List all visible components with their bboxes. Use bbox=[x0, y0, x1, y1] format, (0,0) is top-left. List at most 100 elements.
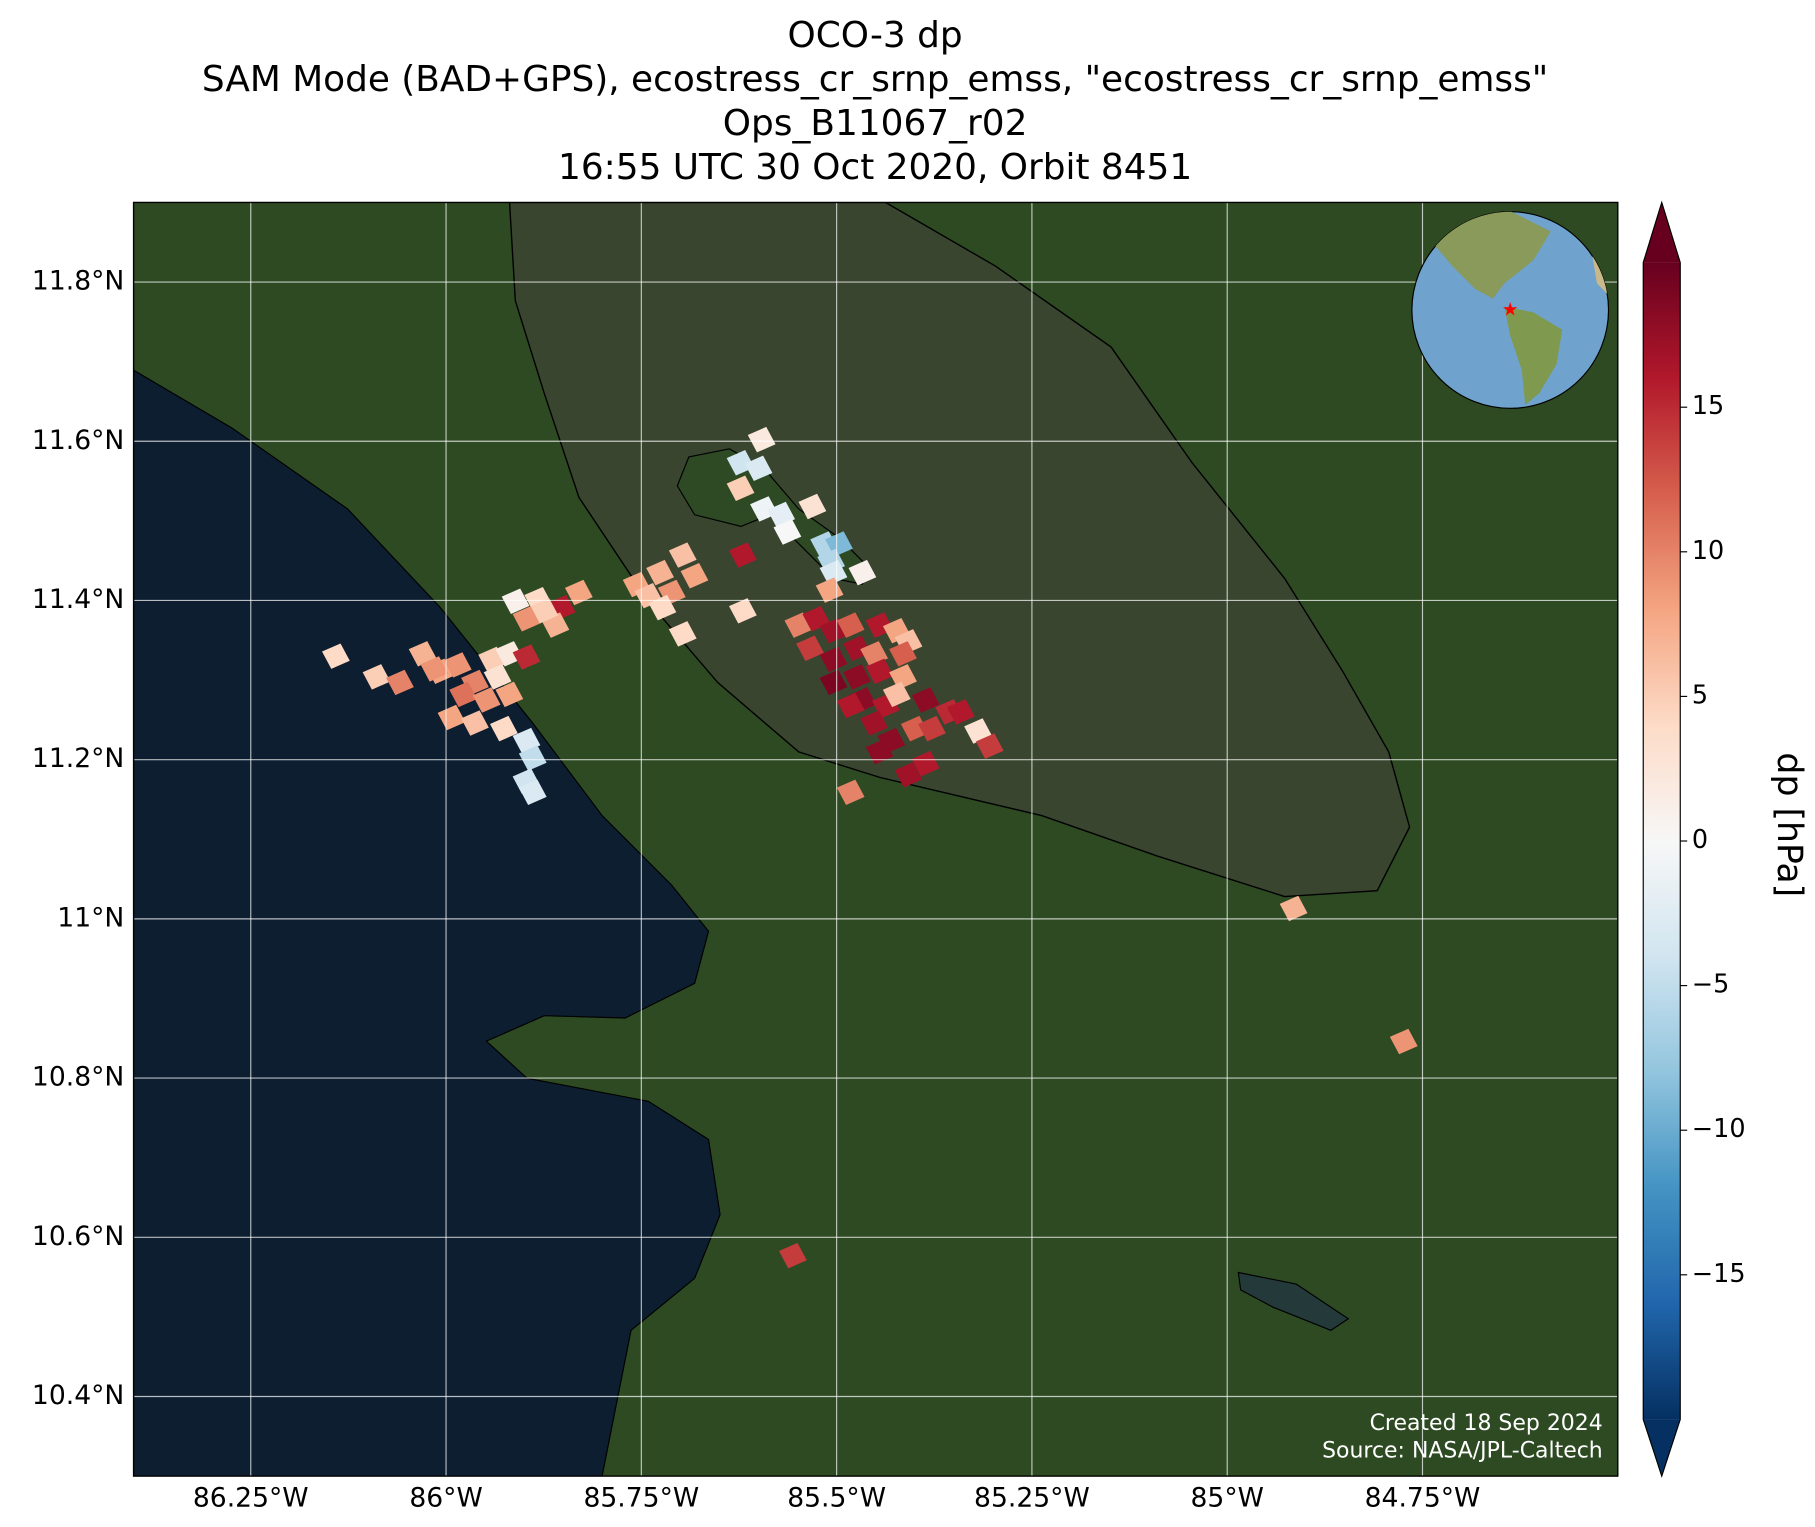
colorbar-tick-label: −5 bbox=[1692, 970, 1730, 1000]
colorbar-extend bbox=[1643, 1419, 1681, 1477]
colorbar-label: dp [hPa] bbox=[1769, 752, 1809, 897]
footprint bbox=[564, 579, 593, 606]
credit: Created 18 Sep 2024 bbox=[1370, 1411, 1603, 1436]
colorbar-tick-label: 10 bbox=[1692, 536, 1724, 566]
footprint bbox=[1389, 1028, 1418, 1055]
footprint bbox=[865, 658, 894, 685]
plot-frame bbox=[132, 201, 1619, 1477]
footprint bbox=[894, 762, 923, 788]
footprint bbox=[889, 664, 917, 690]
x-tick-label: 86.25°W bbox=[193, 1483, 309, 1514]
colorbar-frame bbox=[1642, 200, 1681, 1478]
footprint bbox=[512, 644, 541, 670]
colorbar-tick-label: 0 bbox=[1692, 825, 1708, 855]
colorbar-tick-label: −15 bbox=[1692, 1259, 1746, 1289]
footprint bbox=[819, 559, 848, 586]
footprint bbox=[726, 450, 755, 476]
footprint bbox=[726, 475, 755, 501]
footprint bbox=[729, 598, 757, 624]
colorbar-tick-label: 15 bbox=[1692, 391, 1724, 421]
footprint bbox=[420, 656, 449, 682]
colorbar-extend bbox=[1643, 202, 1681, 263]
footprint bbox=[744, 455, 773, 482]
y-tick-label: 11.4°N bbox=[32, 584, 124, 615]
footprint bbox=[964, 718, 992, 744]
footprint bbox=[767, 501, 796, 528]
footprint bbox=[918, 715, 946, 742]
footprint bbox=[836, 779, 865, 806]
footprint bbox=[483, 664, 512, 690]
chart-title: SAM Mode (BAD+GPS), ecostress_cr_srnp_em… bbox=[202, 59, 1548, 100]
footprint bbox=[512, 727, 541, 754]
reservoir bbox=[1237, 1271, 1350, 1331]
footprint bbox=[512, 606, 541, 632]
x-tick-label: 85.25°W bbox=[974, 1483, 1090, 1514]
footprint bbox=[911, 687, 940, 713]
x-tick-label: 85.75°W bbox=[583, 1483, 699, 1514]
footprint bbox=[946, 699, 975, 725]
footprint bbox=[362, 664, 391, 690]
footprint bbox=[819, 669, 848, 696]
footprint bbox=[680, 563, 709, 589]
y-tick-label: 10.4°N bbox=[32, 1380, 124, 1411]
footprint bbox=[848, 559, 877, 586]
y-tick-label: 10.8°N bbox=[32, 1062, 124, 1093]
colorbar-tick-label: 5 bbox=[1692, 680, 1708, 710]
grid bbox=[133, 202, 1618, 1477]
globe-land bbox=[1432, 211, 1551, 299]
footprint bbox=[865, 738, 894, 765]
footprint bbox=[975, 733, 1004, 759]
footprint bbox=[819, 646, 848, 673]
footprint bbox=[900, 715, 929, 742]
footprint bbox=[437, 704, 466, 731]
footprint bbox=[646, 559, 674, 586]
footprint bbox=[495, 641, 524, 667]
footprint bbox=[798, 493, 827, 520]
x-tick-label: 85°W bbox=[1190, 1483, 1263, 1514]
chart-title: Ops_B11067_r02 bbox=[723, 103, 1028, 144]
footprint bbox=[843, 664, 871, 690]
y-tick-label: 10.6°N bbox=[32, 1221, 124, 1252]
ocean bbox=[133, 369, 721, 1477]
lake bbox=[508, 202, 1411, 898]
footprint bbox=[796, 635, 824, 661]
footprint-layer bbox=[322, 426, 1418, 1269]
footprint bbox=[1279, 895, 1308, 922]
footprint bbox=[518, 779, 547, 806]
footprint bbox=[889, 641, 917, 667]
credit: Source: NASA/JPL-Caltech bbox=[1322, 1439, 1603, 1464]
footprint bbox=[443, 652, 472, 678]
chart-title: 16:55 UTC 30 Oct 2020, Orbit 8451 bbox=[558, 147, 1192, 188]
basemap bbox=[133, 202, 1618, 1477]
footprint bbox=[501, 588, 530, 614]
colorbar-body bbox=[1643, 262, 1681, 1420]
footprint bbox=[747, 426, 776, 453]
footprint bbox=[386, 669, 414, 696]
x-tick-label: 86°W bbox=[409, 1483, 482, 1514]
footprint bbox=[495, 681, 524, 708]
x-tick-label: 84.75°W bbox=[1365, 1483, 1481, 1514]
footprint bbox=[518, 745, 547, 771]
footprint bbox=[472, 687, 501, 713]
footprint bbox=[773, 519, 802, 545]
footprint bbox=[530, 598, 559, 624]
footprint bbox=[461, 710, 489, 736]
x-tick-label: 85.5°W bbox=[787, 1483, 886, 1514]
footprint bbox=[911, 750, 940, 777]
footprint bbox=[825, 531, 853, 557]
footprint bbox=[322, 643, 350, 669]
y-tick-label: 11°N bbox=[57, 902, 124, 933]
footprint bbox=[668, 542, 697, 568]
y-tick-label: 11.6°N bbox=[32, 425, 124, 456]
footprint bbox=[408, 641, 437, 667]
globe-site: ★ bbox=[1502, 300, 1519, 321]
y-tick-label: 11.8°N bbox=[32, 266, 124, 297]
y-tick-label: 11.2°N bbox=[32, 743, 124, 774]
colorbar-tick-label: −10 bbox=[1692, 1114, 1746, 1144]
footprint bbox=[489, 715, 518, 742]
footprint bbox=[836, 692, 865, 719]
footprint bbox=[882, 681, 911, 708]
chart-title: OCO-3 dp bbox=[788, 15, 963, 56]
footprint bbox=[668, 621, 697, 647]
